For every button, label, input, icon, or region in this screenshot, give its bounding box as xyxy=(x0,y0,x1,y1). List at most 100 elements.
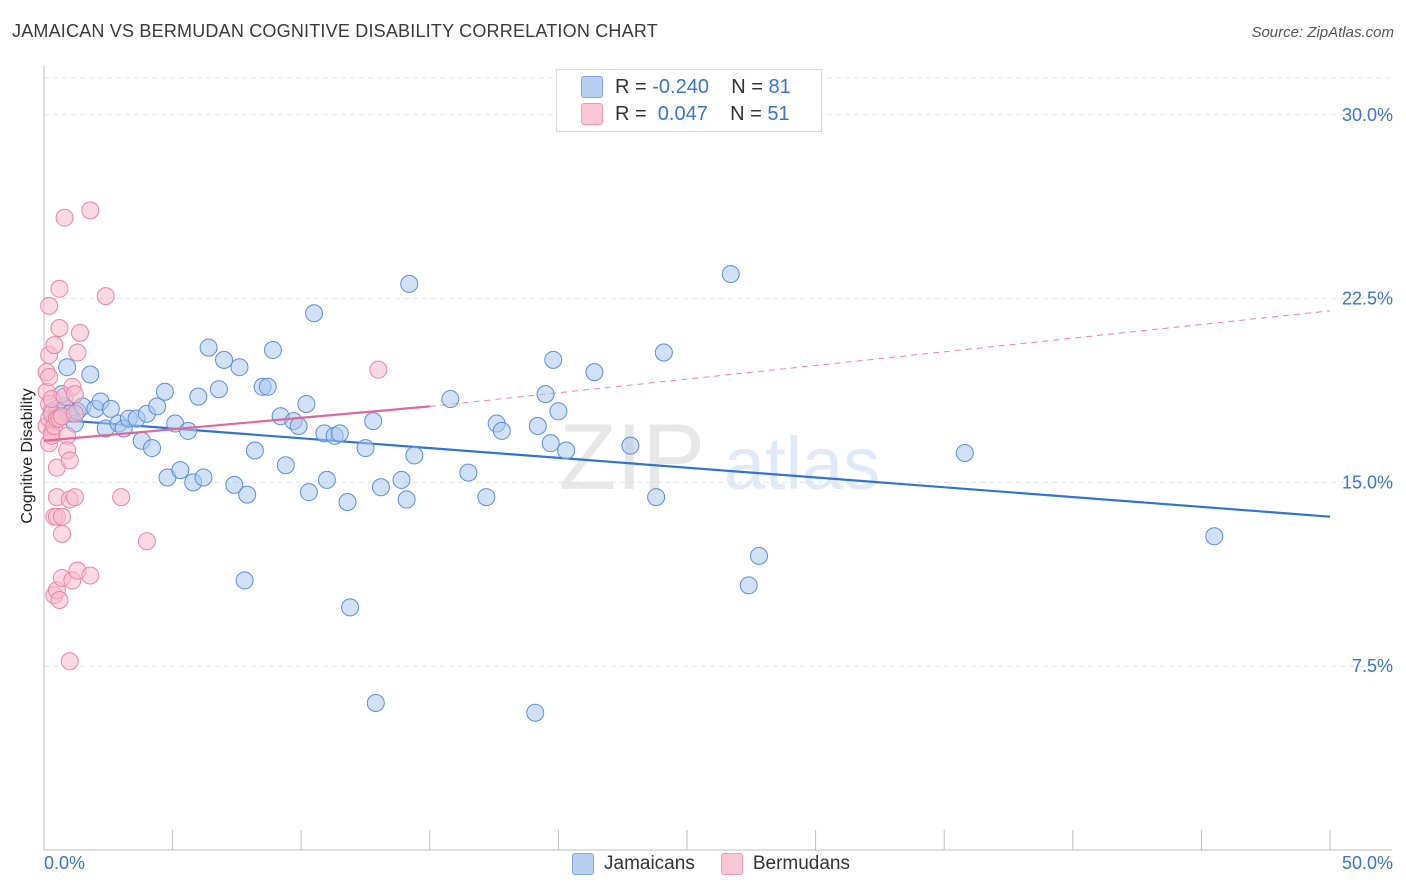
point-jamaicans xyxy=(750,546,769,565)
y-tick-label: 30.0% xyxy=(1342,105,1393,125)
point-bermudans xyxy=(50,591,69,610)
point-bermudans xyxy=(112,488,131,507)
legend-n-label: N = xyxy=(730,102,768,125)
point-bermudans xyxy=(60,451,79,470)
chart-title: JAMAICAN VS BERMUDAN COGNITIVE DISABILIT… xyxy=(12,21,658,41)
point-bermudans xyxy=(60,652,79,671)
point-jamaicans xyxy=(209,380,228,399)
point-jamaicans xyxy=(647,488,666,507)
point-jamaicans xyxy=(317,470,336,489)
point-jamaicans xyxy=(721,265,740,284)
legend-label-bermudans: Bermudans xyxy=(752,853,850,874)
point-jamaicans xyxy=(338,492,357,511)
x-tick-label: 50.0% xyxy=(1342,853,1393,873)
point-jamaicans xyxy=(143,439,162,458)
point-jamaicans xyxy=(263,341,282,360)
point-jamaicans xyxy=(215,350,234,369)
point-bermudans xyxy=(40,367,59,386)
point-jamaicans xyxy=(1205,527,1224,546)
watermark-zip: ZIP xyxy=(559,404,705,509)
point-jamaicans xyxy=(955,443,974,462)
watermark-atlas: atlas xyxy=(724,422,880,505)
watermark: ZIP atlas xyxy=(559,404,880,509)
y-tick-label: 22.5% xyxy=(1342,289,1393,309)
legend-r-value: -0.240 xyxy=(652,75,709,98)
correlation-legend: R = -0.240 N = 81 R = 0.047 N = 51 xyxy=(556,69,822,132)
legend-swatch-pink xyxy=(720,853,743,875)
point-jamaicans xyxy=(148,397,167,416)
point-jamaicans xyxy=(179,421,198,440)
point-jamaicans xyxy=(739,576,758,595)
point-bermudans xyxy=(45,336,64,355)
legend-r-value: 0.047 xyxy=(652,102,708,125)
point-jamaicans xyxy=(230,358,249,377)
series-legend: Jamaicans Bermudans xyxy=(572,851,876,877)
point-jamaicans xyxy=(189,387,208,406)
source-label: Source: ZipAtlas.com xyxy=(1251,24,1394,41)
point-jamaicans xyxy=(549,402,568,421)
point-bermudans xyxy=(65,385,84,404)
legend-r-label: R = xyxy=(615,102,653,125)
point-jamaicans xyxy=(297,394,316,413)
tick-labels: 7.5% 15.0% 22.5% 30.0% 0.0% 50.0% xyxy=(44,105,1393,873)
point-jamaicans xyxy=(258,377,277,396)
point-jamaicans xyxy=(397,490,416,509)
point-jamaicans xyxy=(371,478,390,497)
point-jamaicans xyxy=(459,463,478,482)
point-jamaicans xyxy=(238,485,257,504)
point-bermudans xyxy=(369,360,388,379)
point-jamaicans xyxy=(400,274,419,293)
point-jamaicans xyxy=(289,417,308,436)
point-jamaicans xyxy=(58,358,77,377)
point-jamaicans xyxy=(528,417,547,436)
point-jamaicans xyxy=(585,363,604,382)
point-jamaicans xyxy=(405,446,424,465)
point-jamaicans xyxy=(492,421,511,440)
point-jamaicans xyxy=(101,399,120,418)
legend-swatch-blue xyxy=(572,853,594,875)
trend-lines xyxy=(43,310,1331,518)
point-jamaicans xyxy=(305,304,324,323)
point-jamaicans xyxy=(477,488,496,507)
legend-n-label: N = xyxy=(731,75,769,98)
point-jamaicans xyxy=(544,350,563,369)
legend-label-jamaicans: Jamaicans xyxy=(604,853,695,874)
y-axis-label: Cognitive Disability xyxy=(19,388,36,524)
point-bermudans xyxy=(137,532,156,551)
legend-r-label: R = xyxy=(615,75,653,98)
point-bermudans xyxy=(40,296,59,315)
point-jamaicans xyxy=(557,441,576,460)
y-tick-label: 7.5% xyxy=(1352,656,1393,676)
data-points xyxy=(37,201,1224,722)
point-jamaicans xyxy=(621,436,640,455)
point-jamaicans xyxy=(299,483,318,502)
legend-item-jamaicans: Jamaicans xyxy=(572,853,695,875)
point-jamaicans xyxy=(526,703,545,722)
point-jamaicans xyxy=(536,385,555,404)
point-jamaicans xyxy=(171,461,190,480)
point-jamaicans xyxy=(341,598,360,617)
point-bermudans xyxy=(71,323,90,342)
point-bermudans xyxy=(53,507,72,526)
trend-line-bermudans-extended xyxy=(429,310,1331,407)
legend-item-bermudans: Bermudans xyxy=(720,853,850,875)
point-jamaicans xyxy=(541,434,560,453)
point-bermudans xyxy=(68,343,87,362)
point-jamaicans xyxy=(199,338,218,357)
legend-n-value: 81 xyxy=(768,75,791,98)
point-bermudans xyxy=(65,488,84,507)
y-tick-label: 15.0% xyxy=(1342,472,1393,492)
point-jamaicans xyxy=(441,390,460,409)
point-jamaicans xyxy=(155,382,174,401)
point-jamaicans xyxy=(194,468,213,487)
point-bermudans xyxy=(81,566,100,585)
point-jamaicans xyxy=(81,365,100,384)
point-bermudans xyxy=(81,201,100,220)
point-jamaicans xyxy=(366,693,385,712)
point-jamaicans xyxy=(245,441,264,460)
point-bermudans xyxy=(96,287,115,306)
point-jamaicans xyxy=(276,456,295,475)
point-jamaicans xyxy=(364,412,383,431)
point-bermudans xyxy=(55,208,74,227)
